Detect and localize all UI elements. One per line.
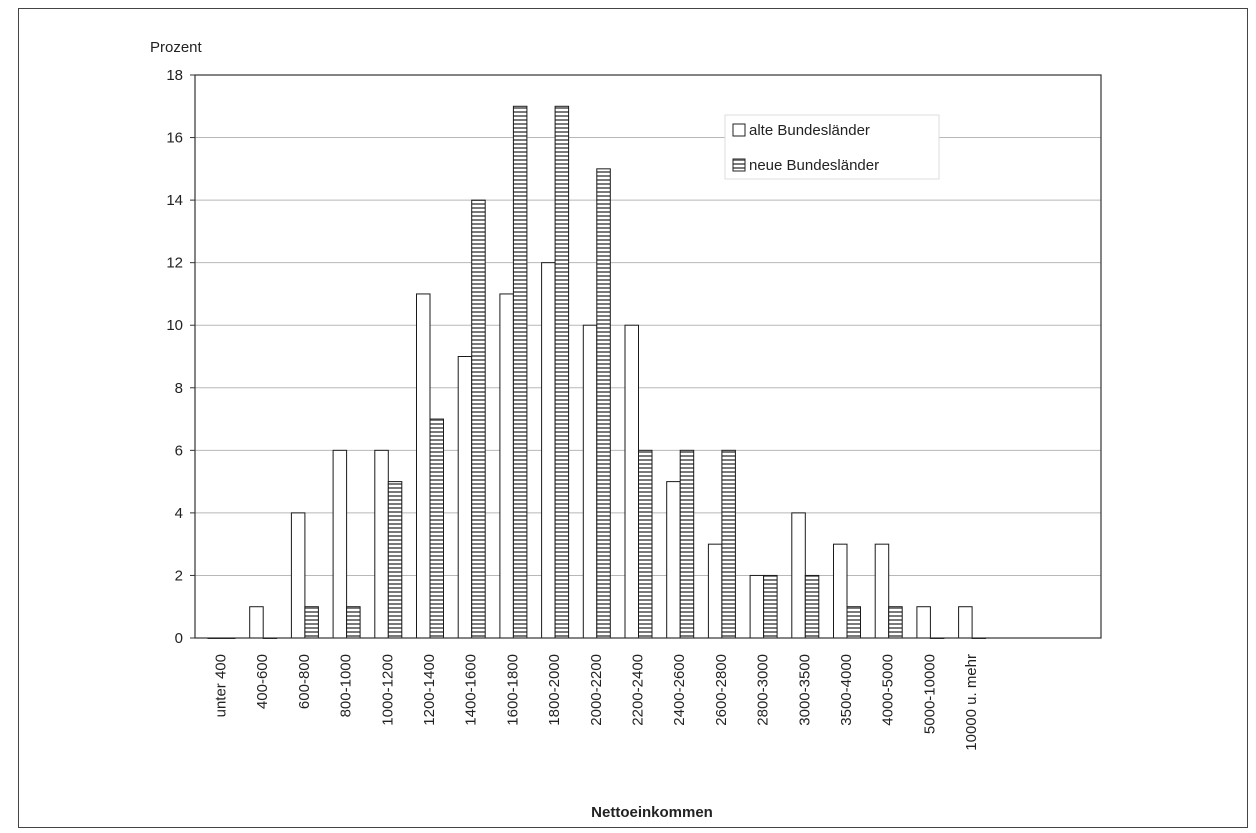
bar-neue-bundeslaender [763,574,778,639]
bar-alte-bundeslaender [707,543,723,639]
x-tick-label: 5000-10000 [921,654,938,734]
x-tick-label: 600-800 [296,654,313,709]
x-tick-label: 800-1000 [338,654,355,717]
y-tick-label: 18 [166,67,183,84]
x-tick-label: 1600-1800 [504,654,521,726]
bar-neue-bundeslaender [429,418,444,639]
x-tick-label: 4000-5000 [880,654,897,726]
bar-neue-bundeslaender [721,449,736,639]
x-tick-label: 2000-2200 [588,654,605,726]
bar-neue-bundeslaender [554,105,570,639]
legend-swatch-alte [732,123,746,137]
bar-neue-bundeslaender [804,574,820,639]
y-axis-label: Prozent [150,39,203,56]
plot-area-border [194,74,1102,639]
legend-label-neue: neue Bundesländer [749,157,879,174]
bar-neue-bundeslaender [512,105,528,639]
bar-alte-bundeslaender [582,324,598,639]
y-tick-label: 14 [166,192,183,209]
bar-alte-bundeslaender [666,481,681,639]
bar-neue-bundeslaender [888,606,903,639]
y-tick-label: 10 [166,317,183,334]
y-tick-label: 0 [175,630,183,647]
bar-alte-bundeslaender [833,543,848,639]
bar-alte-bundeslaender [374,449,389,639]
legend-swatch-neue [732,158,746,172]
x-tick-label: 10000 u. mehr [963,654,980,751]
bar-alte-bundeslaender [958,606,973,639]
bar-neue-bundeslaender [471,199,486,639]
bar-neue-bundeslaender [346,606,361,639]
legend: alte Bundesländer neue Bundesländer [724,114,940,180]
bar-alte-bundeslaender [249,606,264,639]
x-axis-ticks: unter 400 400-600 600-800 800-1000 1000-1200… [213,654,981,751]
x-tick-label: 2800-3000 [755,654,772,726]
x-tick-label: 400-600 [254,654,271,709]
bar-alte-bundeslaender [749,574,765,639]
x-tick-label: 3000-3500 [796,654,813,726]
bar-neue-bundeslaender [304,606,319,639]
bar-neue-bundeslaender [638,449,653,639]
bar-chart: 0 2 4 6 8 10 12 14 16 18 unter 400 400-600 600-800 8… [150,39,1102,821]
bar-alte-bundeslaender [457,356,473,639]
y-tick-label: 4 [175,505,183,522]
x-tick-label: 2200-2400 [630,654,647,726]
x-tick-label: 1200-1400 [421,654,438,726]
x-tick-label: unter 400 [213,654,230,717]
bar-alte-bundeslaender [874,543,890,639]
y-axis-ticks: 0 2 4 6 8 10 12 14 16 18 [166,67,195,647]
bar-alte-bundeslaender [332,449,348,639]
y-tick-label: 16 [166,130,183,147]
x-tick-label: 2400-2600 [671,654,688,726]
bar-alte-bundeslaender [499,293,514,639]
bars [207,105,987,639]
chart-frame: 0 2 4 6 8 10 12 14 16 18 unter 400 400-600 600-800 8… [18,8,1248,828]
x-tick-label: 3500-4000 [838,654,855,726]
y-tick-label: 8 [175,380,183,397]
legend-box [724,114,940,180]
x-tick-label: 1400-1600 [463,654,480,726]
bar-alte-bundeslaender [791,512,806,639]
x-tick-label: 1800-2000 [546,654,563,726]
bar-neue-bundeslaender [596,168,611,639]
bar-alte-bundeslaender [416,293,431,639]
bar-alte-bundeslaender [624,324,639,639]
x-tick-label: 1000-1200 [379,654,396,726]
bar-neue-bundeslaender [387,481,403,639]
y-tick-label: 12 [166,255,183,272]
bar-neue-bundeslaender [846,606,861,639]
y-tick-label: 2 [175,567,183,584]
bar-alte-bundeslaender [916,606,931,639]
bar-alte-bundeslaender [290,512,306,639]
x-tick-label: 2600-2800 [713,654,730,726]
bar-neue-bundeslaender [679,449,695,639]
x-axis-label: Nettoeinkommen [591,804,713,821]
legend-label-alte: alte Bundesländer [749,122,870,139]
y-tick-label: 6 [175,442,183,459]
bar-alte-bundeslaender [541,262,556,639]
